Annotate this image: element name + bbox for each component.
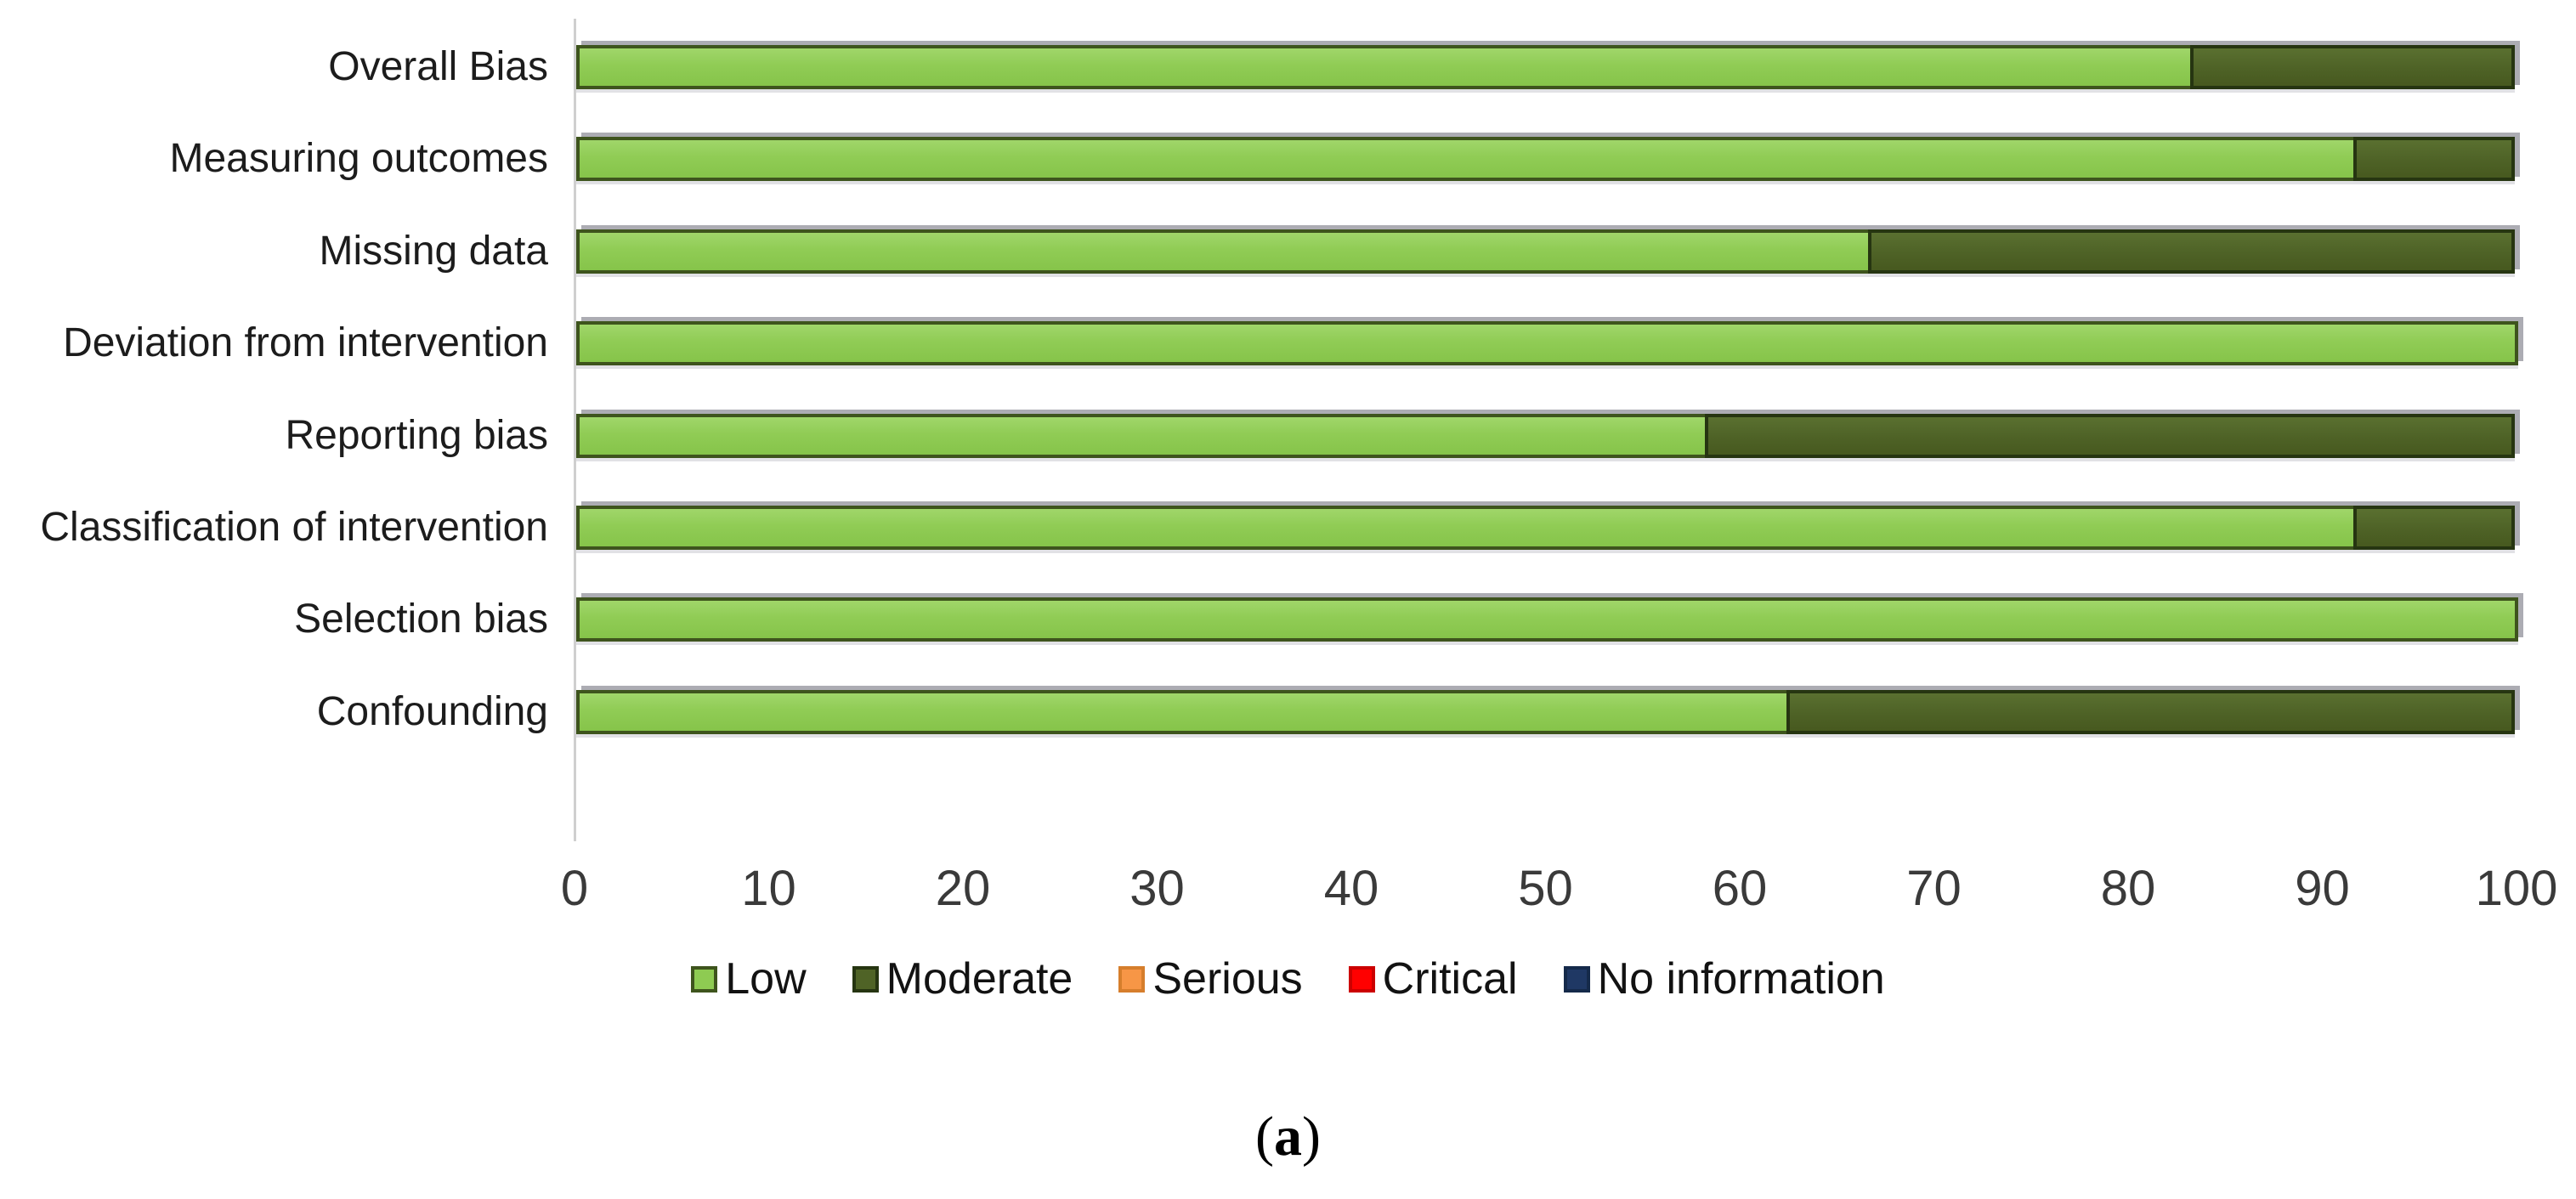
category-label-measuring-outcomes: Measuring outcomes bbox=[169, 136, 548, 181]
caption-close-paren: ) bbox=[1302, 1106, 1321, 1168]
bar-row-classification-of-intervention bbox=[576, 506, 2515, 550]
x-tick-label-60: 60 bbox=[1712, 861, 1768, 916]
x-tick-label-70: 70 bbox=[1906, 861, 1962, 916]
x-tick-label-100: 100 bbox=[2475, 861, 2558, 916]
bar-segment-low-confounding bbox=[576, 690, 1791, 734]
legend-label-critical: Critical bbox=[1382, 954, 1518, 1004]
bar-row-measuring-outcomes bbox=[576, 137, 2515, 181]
caption-open-paren: ( bbox=[1255, 1106, 1274, 1168]
x-tick-label-40: 40 bbox=[1323, 861, 1379, 916]
x-tick-label-20: 20 bbox=[935, 861, 991, 916]
bar-segment-moderate-missing-data bbox=[1868, 229, 2515, 274]
bar-row-deviation-from-intervention bbox=[576, 321, 2518, 365]
bar-row-confounding bbox=[576, 690, 2515, 734]
legend-swatch-critical bbox=[1348, 965, 1375, 993]
bar-segment-low-deviation-from-intervention bbox=[576, 321, 2518, 365]
legend-item-serious: Serious bbox=[1118, 953, 1303, 1004]
category-label-confounding: Confounding bbox=[316, 689, 548, 734]
legend-item-moderate: Moderate bbox=[852, 953, 1073, 1004]
category-label-missing-data: Missing data bbox=[319, 229, 548, 274]
x-tick-label-80: 80 bbox=[2100, 861, 2156, 916]
bar-segment-low-classification-of-intervention bbox=[576, 506, 2358, 550]
bar-row-reporting-bias bbox=[576, 414, 2515, 458]
bar-segment-low-measuring-outcomes bbox=[576, 137, 2358, 181]
bar-row-selection-bias bbox=[576, 597, 2518, 642]
x-tick-label-10: 10 bbox=[741, 861, 796, 916]
bar-segment-low-missing-data bbox=[576, 229, 1872, 274]
x-tick-label-30: 30 bbox=[1129, 861, 1185, 916]
legend-item-low: Low bbox=[691, 953, 807, 1004]
bar-segment-moderate-reporting-bias bbox=[1705, 414, 2515, 458]
x-tick-label-0: 0 bbox=[560, 861, 589, 916]
bar-segment-low-selection-bias bbox=[576, 597, 2518, 642]
legend-label-low: Low bbox=[725, 954, 807, 1004]
bar-segment-moderate-confounding bbox=[1786, 690, 2515, 734]
category-label-reporting-bias: Reporting bias bbox=[285, 413, 548, 458]
bar-segment-low-reporting-bias bbox=[576, 414, 1709, 458]
legend-swatch-low bbox=[691, 965, 718, 993]
bar-row-overall-bias bbox=[576, 45, 2515, 89]
x-tick-label-90: 90 bbox=[2295, 861, 2350, 916]
legend-label-serious: Serious bbox=[1152, 954, 1303, 1004]
category-label-classification-of-intervention: Classification of intervention bbox=[40, 505, 548, 550]
chart-legend: Low Moderate Serious Critical No information bbox=[0, 953, 2576, 1004]
bar-segment-moderate-classification-of-intervention bbox=[2353, 506, 2515, 550]
bar-segment-low-overall-bias bbox=[576, 45, 2194, 89]
bar-segment-moderate-overall-bias bbox=[2190, 45, 2515, 89]
legend-swatch-noinfo bbox=[1563, 965, 1590, 993]
legend-label-noinfo: No information bbox=[1597, 954, 1885, 1004]
x-tick-label-50: 50 bbox=[1518, 861, 1573, 916]
bar-row-missing-data bbox=[576, 229, 2515, 274]
category-label-overall-bias: Overall Bias bbox=[328, 44, 548, 89]
caption-letter: a bbox=[1274, 1106, 1302, 1168]
legend-swatch-moderate bbox=[852, 965, 879, 993]
legend-swatch-serious bbox=[1118, 965, 1146, 993]
bar-segment-moderate-measuring-outcomes bbox=[2353, 137, 2515, 181]
category-label-selection-bias: Selection bias bbox=[294, 597, 548, 642]
category-label-deviation-from-intervention: Deviation from intervention bbox=[63, 320, 548, 365]
legend-label-moderate: Moderate bbox=[886, 954, 1073, 1004]
category-axis-line bbox=[574, 19, 576, 841]
legend-item-critical: Critical bbox=[1348, 953, 1518, 1004]
figure-caption: (a) bbox=[0, 1105, 2576, 1169]
legend-item-noinfo: No information bbox=[1563, 953, 1885, 1004]
